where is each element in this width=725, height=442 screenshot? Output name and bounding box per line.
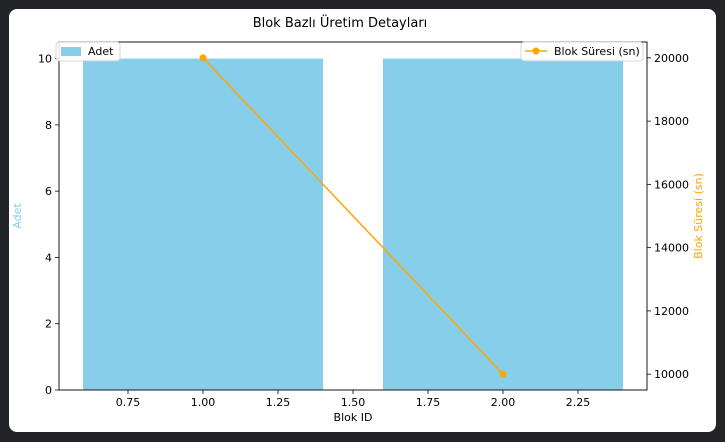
chart-svg: Blok Bazlı Üretim Detayları 0.75 1.00 1.25… <box>11 14 705 424</box>
left-axis-ticks: 0 2 4 6 8 10 <box>38 53 59 397</box>
right-tick-label: 14000 <box>654 242 689 255</box>
left-tick-label: 0 <box>45 384 52 397</box>
legend-bar-label: Adet <box>88 45 114 58</box>
right-axis-ticks: 10000 12000 14000 16000 18000 20000 <box>647 52 689 381</box>
line-series-path <box>202 57 504 375</box>
left-tick-label: 8 <box>45 119 52 132</box>
bar-1 <box>83 58 323 390</box>
x-tick-label: 2.25 <box>566 396 591 409</box>
left-tick-label: 2 <box>45 318 52 331</box>
legend-left: Adet <box>55 41 121 62</box>
legend-right: Blok Süresi (sn) <box>520 41 644 62</box>
line-layer <box>199 54 507 378</box>
x-tick-label: 1.75 <box>416 396 441 409</box>
right-tick-label: 16000 <box>654 178 689 191</box>
x-tick-label: 1.50 <box>341 396 366 409</box>
chart-frame: Blok Bazlı Üretim Detayları 0.75 1.00 1.25… <box>9 9 716 432</box>
right-tick-label: 10000 <box>654 368 689 381</box>
left-tick-label: 4 <box>45 251 52 264</box>
x-axis-ticks: 0.75 1.00 1.25 1.50 1.75 2.00 2.25 <box>116 390 591 409</box>
right-tick-label: 12000 <box>654 305 689 318</box>
x-tick-label: 1.25 <box>266 396 291 409</box>
right-axis-label: Blok Süresi (sn) <box>692 173 705 259</box>
x-tick-label: 1.00 <box>191 396 216 409</box>
legend-bar-swatch <box>61 47 81 56</box>
left-tick-label: 6 <box>45 185 52 198</box>
legend-line-label: Blok Süresi (sn) <box>554 45 640 58</box>
right-tick-label: 20000 <box>654 52 689 65</box>
x-tick-label: 2.00 <box>491 396 516 409</box>
line-point-1 <box>199 54 207 62</box>
bars-layer <box>83 58 623 390</box>
x-axis-label: Blok ID <box>334 411 373 424</box>
left-tick-label: 10 <box>38 53 52 66</box>
bar-2 <box>383 58 623 390</box>
x-tick-label: 0.75 <box>116 396 141 409</box>
line-point-2 <box>499 370 507 378</box>
legend-line-marker <box>532 47 540 55</box>
chart-title: Blok Bazlı Üretim Detayları <box>253 14 428 31</box>
left-axis-label: Adet <box>11 203 24 229</box>
right-tick-label: 18000 <box>654 115 689 128</box>
